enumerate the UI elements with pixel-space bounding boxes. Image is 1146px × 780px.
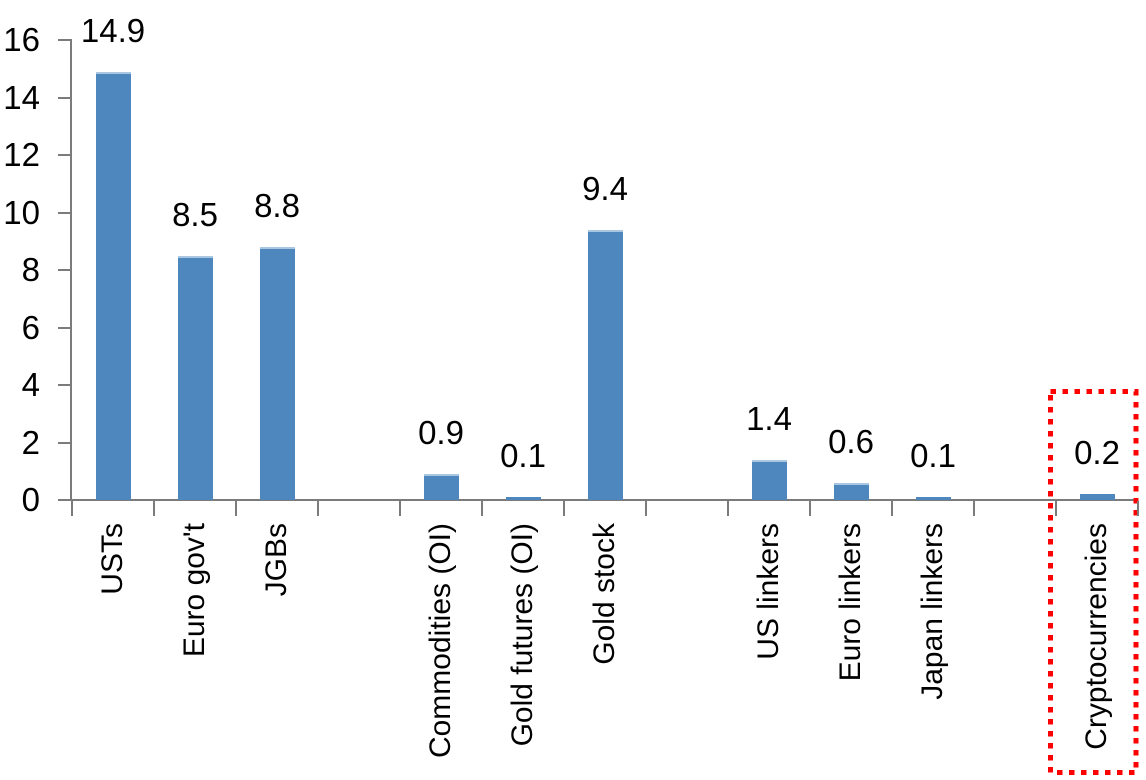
x-axis-tick bbox=[727, 501, 729, 516]
y-axis-tick bbox=[58, 326, 71, 329]
y-axis-tick-label: 6 bbox=[21, 308, 40, 346]
bar-value-label: 8.8 bbox=[254, 187, 300, 224]
x-axis-tick bbox=[891, 501, 893, 516]
bar-euro-linkers bbox=[833, 482, 869, 500]
bar-usts bbox=[95, 71, 131, 500]
category-label-cryptocurrencies: Cryptocurrencies bbox=[1080, 523, 1113, 750]
x-axis-tick bbox=[645, 501, 647, 516]
x-axis-line bbox=[70, 499, 1138, 501]
y-axis-tick-label: 4 bbox=[21, 366, 40, 403]
bar-value-label: 1.4 bbox=[746, 399, 792, 437]
bar-value-label: 0.9 bbox=[418, 414, 464, 452]
x-axis-tick bbox=[973, 501, 975, 516]
y-axis-tick bbox=[58, 384, 71, 386]
category-label-jgbs: JGBs bbox=[260, 523, 293, 597]
bar-cryptocurrencies bbox=[1079, 494, 1115, 500]
bar-us-linkers bbox=[751, 459, 787, 500]
x-axis-tick bbox=[235, 501, 237, 516]
category-label-us-linkers: US linkers bbox=[752, 523, 785, 660]
bar-japan-linkers bbox=[915, 497, 951, 500]
x-axis-tick bbox=[809, 501, 811, 516]
x-axis-tick bbox=[1137, 501, 1139, 516]
bar-euro-gov-t bbox=[177, 255, 213, 500]
bar-value-label: 8.5 bbox=[172, 195, 218, 233]
bar-value-label: 0.2 bbox=[1074, 434, 1120, 472]
category-label-euro-linkers: Euro linkers bbox=[834, 523, 867, 682]
bar-value-label: 0.1 bbox=[910, 437, 956, 475]
category-label-gold-futures-oi: Gold futures (OI) bbox=[506, 523, 539, 747]
x-axis-tick bbox=[399, 501, 401, 516]
y-axis-tick bbox=[58, 39, 71, 41]
bar-gold-futures-oi bbox=[505, 497, 541, 500]
x-axis-tick bbox=[317, 501, 319, 516]
x-axis-tick bbox=[1055, 501, 1057, 516]
y-axis-tick bbox=[58, 211, 71, 214]
y-axis-tick-label: 16 bbox=[3, 21, 40, 58]
bar-value-label: 0.1 bbox=[500, 437, 546, 475]
y-axis-tick bbox=[58, 96, 71, 99]
y-axis-tick bbox=[58, 269, 71, 271]
bar-value-label: 0.6 bbox=[828, 422, 874, 460]
y-axis-tick-label: 12 bbox=[3, 136, 40, 173]
y-axis-line bbox=[70, 39, 72, 500]
y-axis-tick-label: 8 bbox=[21, 251, 40, 288]
y-axis-tick bbox=[58, 499, 71, 501]
y-axis-tick-label: 0 bbox=[21, 481, 40, 518]
y-axis-tick-label: 10 bbox=[3, 193, 40, 231]
bar-jgbs bbox=[259, 247, 295, 500]
category-label-euro-gov-t: Euro gov't bbox=[178, 523, 211, 658]
x-axis-tick bbox=[563, 501, 565, 516]
y-axis-tick-label: 14 bbox=[3, 78, 40, 116]
category-label-commodities-oi: Commodities (OI) bbox=[424, 523, 457, 759]
category-label-usts: USTs bbox=[96, 523, 129, 595]
bar-value-label: 9.4 bbox=[582, 169, 628, 207]
y-axis-tick-label: 2 bbox=[21, 423, 40, 461]
x-axis-tick bbox=[71, 501, 73, 516]
category-label-japan-linkers: Japan linkers bbox=[916, 523, 949, 700]
bar-commodities-oi bbox=[423, 474, 459, 500]
y-axis-tick bbox=[58, 441, 71, 444]
x-axis-tick bbox=[481, 501, 483, 516]
y-axis-tick bbox=[58, 154, 71, 156]
category-label-gold-stock: Gold stock bbox=[588, 523, 621, 665]
bar-value-label: 14.9 bbox=[80, 11, 146, 49]
bar-gold-stock bbox=[587, 229, 623, 500]
x-axis-tick bbox=[153, 501, 155, 516]
